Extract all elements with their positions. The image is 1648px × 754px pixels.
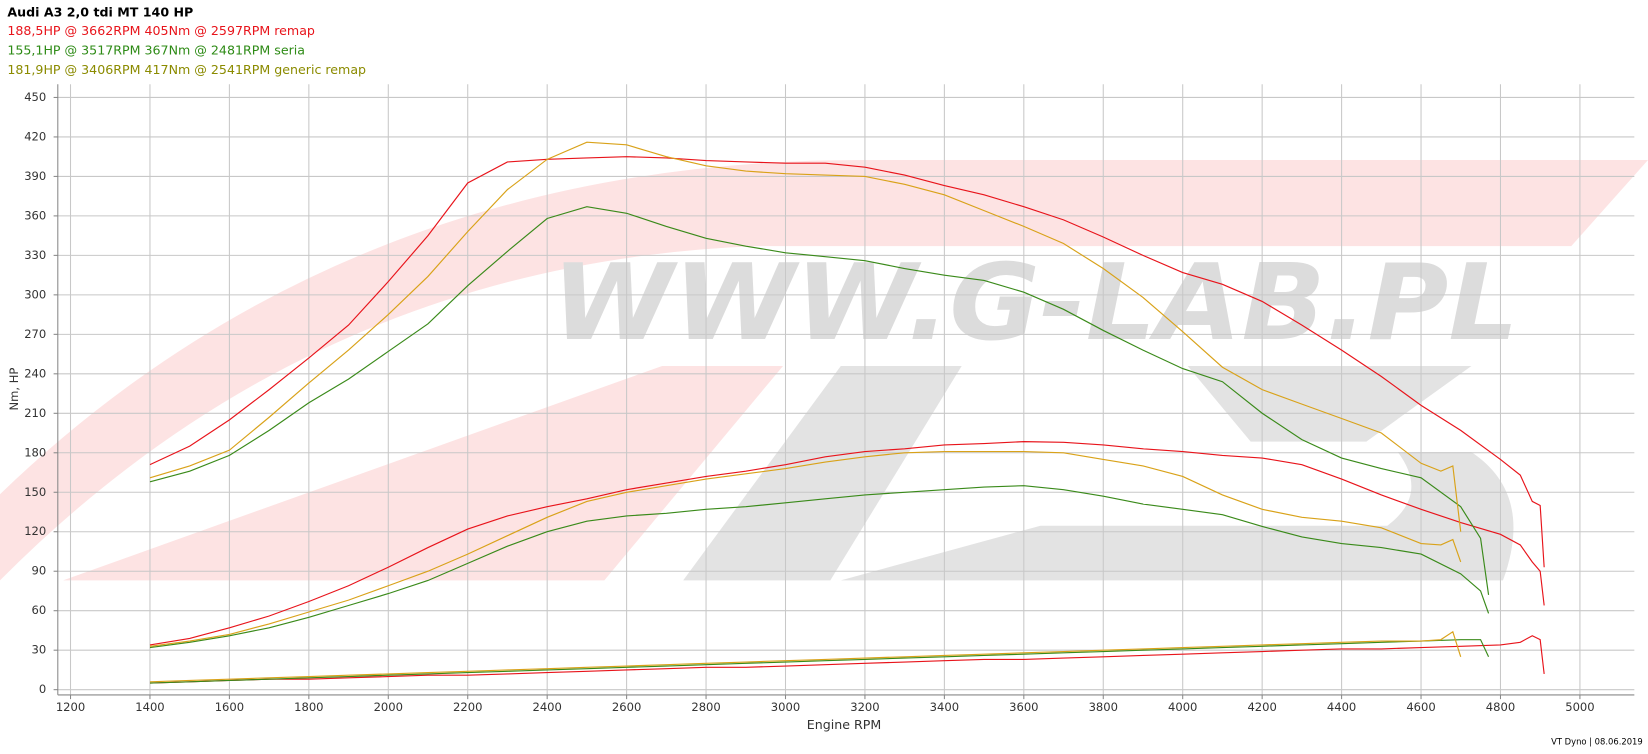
x-tick-label: 4800 bbox=[1486, 700, 1515, 714]
watermark-shapes bbox=[0, 159, 1648, 581]
grid: 0 30 60 90 120 150 180 210 240 270 300 330 360 390 420… bbox=[24, 84, 1635, 714]
logo-shape bbox=[840, 452, 1514, 581]
loss-curve bbox=[149, 639, 1490, 684]
y-tick-label: 60 bbox=[32, 603, 47, 617]
x-axis-label: Engine RPM bbox=[807, 717, 881, 732]
legend-entry: 155,1HP @ 3517RPM 367Nm @ 2481RPM seria bbox=[7, 43, 305, 58]
x-tick-label: 4000 bbox=[1168, 700, 1197, 714]
x-tick-label: 4400 bbox=[1327, 700, 1356, 714]
power-curve bbox=[149, 441, 1545, 646]
torque-curve bbox=[149, 156, 1545, 568]
y-tick-label: 360 bbox=[24, 208, 46, 222]
legend-entry: 188,5HP @ 3662RPM 405Nm @ 2597RPM remap bbox=[7, 23, 315, 38]
chart-title: Audi A3 2,0 tdi MT 140 HP bbox=[7, 4, 193, 19]
x-tick-label: 3400 bbox=[930, 700, 959, 714]
x-tick-label: 5000 bbox=[1565, 700, 1594, 714]
y-tick-label: 240 bbox=[24, 366, 46, 380]
logo-shape bbox=[683, 365, 962, 581]
loss-curve bbox=[149, 630, 1462, 683]
x-tick-label: 2200 bbox=[453, 700, 482, 714]
y-tick-label: 450 bbox=[24, 90, 46, 104]
y-tick-label: 90 bbox=[32, 564, 47, 578]
watermark: WWW.G-LAB.PL bbox=[552, 241, 1519, 364]
swoosh bbox=[0, 159, 1648, 581]
x-tick-label: 3000 bbox=[771, 700, 800, 714]
y-tick-label: 270 bbox=[24, 327, 46, 341]
x-tick-label: 2800 bbox=[691, 700, 720, 714]
torque-curve bbox=[149, 206, 1490, 595]
y-tick-label: 210 bbox=[24, 406, 46, 420]
x-tick-label: 4600 bbox=[1406, 700, 1435, 714]
x-tick-label: 2600 bbox=[612, 700, 641, 714]
power-curve bbox=[149, 450, 1462, 647]
y-tick-label: 390 bbox=[24, 169, 46, 183]
y-tick-label: 180 bbox=[24, 445, 46, 459]
logo-shape bbox=[1187, 365, 1472, 442]
y-tick-label: 330 bbox=[24, 248, 46, 262]
x-tick-label: 3800 bbox=[1089, 700, 1118, 714]
loss-curve bbox=[149, 635, 1545, 684]
x-tick-label: 1800 bbox=[294, 700, 323, 714]
y-tick-label: 30 bbox=[32, 643, 47, 657]
legend-entry: 181,9HP @ 3406RPM 417Nm @ 2541RPM generi… bbox=[7, 62, 366, 77]
y-tick-label: 120 bbox=[24, 524, 46, 538]
y-tick-label: 420 bbox=[24, 129, 46, 143]
x-tick-label: 2400 bbox=[532, 700, 561, 714]
x-tick-label: 2000 bbox=[374, 700, 403, 714]
x-tick-label: 1400 bbox=[135, 700, 164, 714]
y-tick-label: 150 bbox=[24, 485, 46, 499]
torque-curve bbox=[149, 141, 1462, 532]
footer: VT Dyno | 08.06.2019 bbox=[1551, 737, 1643, 747]
x-tick-label: 3200 bbox=[850, 700, 879, 714]
power-curve bbox=[149, 485, 1490, 649]
x-tick-label: 4200 bbox=[1247, 700, 1276, 714]
swoosh bbox=[63, 365, 784, 581]
x-tick-label: 1600 bbox=[215, 700, 244, 714]
y-axis-label: Nm, HP bbox=[7, 368, 21, 411]
y-tick-label: 300 bbox=[24, 287, 46, 301]
x-tick-label: 1200 bbox=[56, 700, 85, 714]
x-tick-label: 3600 bbox=[1009, 700, 1038, 714]
y-tick-label: 0 bbox=[39, 682, 46, 696]
curves bbox=[149, 141, 1545, 684]
